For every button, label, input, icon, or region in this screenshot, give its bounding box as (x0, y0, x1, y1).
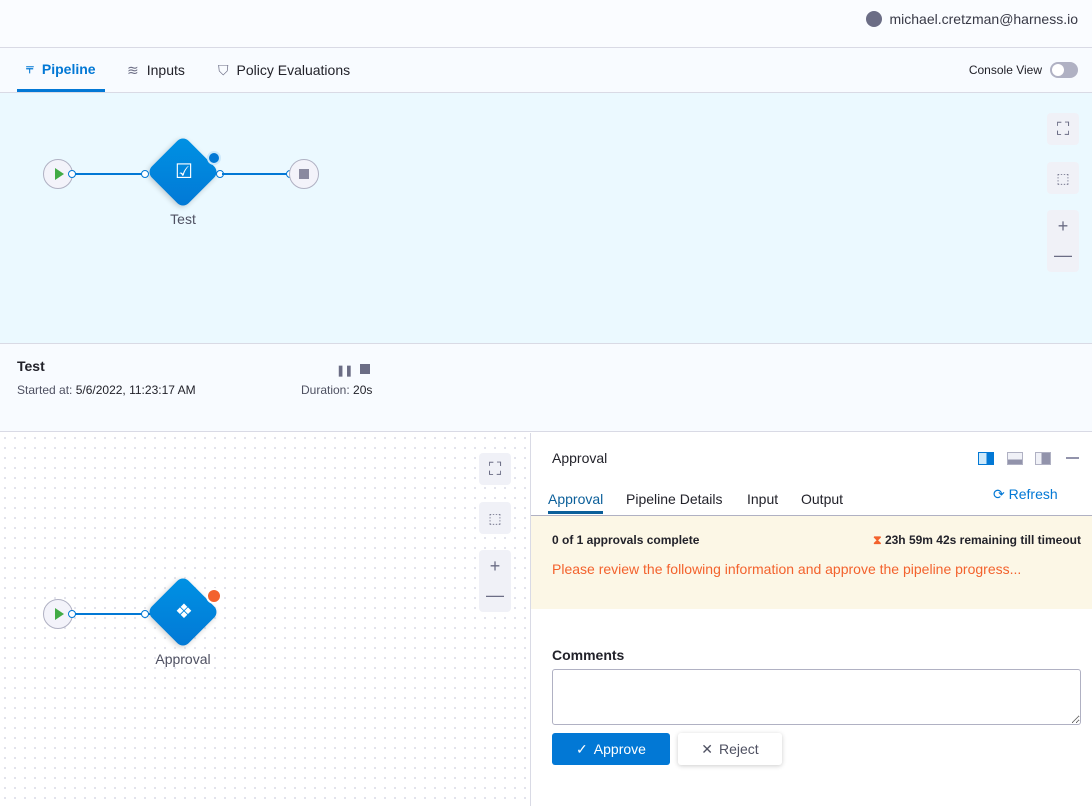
tab-inputs[interactable]: ≋ Inputs (127, 48, 185, 92)
stage-name: Test (17, 358, 45, 374)
edge (72, 613, 150, 615)
port (68, 170, 76, 178)
end-node (289, 159, 319, 189)
hourglass-icon: ⧗ (873, 533, 882, 547)
zoom-controls: + — (1047, 210, 1079, 272)
toggle-switch[interactable] (1050, 62, 1078, 78)
started-value: 5/6/2022, 11:23:17 AM (75, 383, 196, 397)
port (141, 610, 149, 618)
refresh-button[interactable]: ⟳ Refresh (993, 486, 1058, 503)
stop-icon (299, 169, 309, 179)
timeout: ⧗ 23h 59m 42s remaining till timeout (873, 533, 1081, 548)
zoom-controls: + — (479, 550, 511, 612)
zoom-out-icon[interactable]: — (1054, 245, 1072, 265)
step-details-panel: Approval Approval Pipeline Details Input… (530, 433, 1092, 806)
panel-tab-input[interactable]: Input (747, 491, 779, 507)
play-icon (55, 608, 64, 620)
step-label: Approval (155, 651, 211, 667)
refresh-icon: ⟳ (993, 486, 1005, 502)
port (68, 610, 76, 618)
dock-bottom-icon[interactable] (1007, 452, 1023, 465)
duration-value: 20s (353, 383, 373, 397)
step-graph-canvas[interactable]: ❖ Approval ⛶ ⬚ + — (0, 433, 530, 806)
approve-button[interactable]: ✓ Approve (552, 733, 670, 765)
running-status-icon (207, 151, 221, 165)
inputs-icon: ≋ (127, 61, 139, 78)
pipeline-icon: ⫧ (26, 60, 34, 76)
zoom-in-icon[interactable]: + (489, 556, 501, 576)
stage-label: Test (170, 211, 196, 227)
select-area-icon[interactable]: ⬚ (479, 502, 511, 534)
approvals-status: 0 of 1 approvals complete (552, 533, 700, 547)
panel-tab-output[interactable]: Output (801, 491, 844, 507)
console-view-label: Console View (968, 63, 1042, 77)
port (141, 170, 149, 178)
start-node (43, 599, 73, 629)
comments-label: Comments (552, 647, 625, 663)
zoom-in-icon[interactable]: + (1057, 216, 1069, 236)
fit-screen-icon[interactable]: ⛶ (479, 453, 511, 485)
stop-icon[interactable] (360, 364, 370, 374)
select-area-icon[interactable]: ⬚ (1047, 162, 1079, 194)
user-email: michael.cretzman@harness.io (889, 11, 1078, 27)
float-icon[interactable] (1035, 452, 1051, 465)
approve-label: Approve (593, 741, 646, 757)
refresh-label: Refresh (1008, 486, 1058, 502)
user-menu[interactable]: michael.cretzman@harness.io (866, 11, 1078, 27)
panel-title: Approval (552, 450, 608, 466)
approval-icon: ❖ (175, 601, 193, 623)
execution-tabs: ⫧ Pipeline ≋ Inputs ⛉ Policy Evaluations Co… (0, 48, 1092, 93)
tab-label: Inputs (146, 62, 185, 78)
started-at: Started at: 5/6/2022, 11:23:17 AM (17, 383, 196, 397)
tab-policy-evaluations[interactable]: ⛉ Policy Evaluations (218, 48, 350, 92)
user-avatar-icon (866, 11, 883, 27)
zoom-out-icon[interactable]: — (486, 585, 504, 605)
pause-icon[interactable]: ❚❚ (336, 365, 353, 377)
play-icon (55, 168, 64, 180)
check-icon: ✓ (576, 740, 588, 757)
top-bar: michael.cretzman@harness.io (0, 0, 1092, 48)
pipeline-graph-canvas[interactable]: ☑ Test ⛶ ⬚ + — (0, 93, 1092, 344)
shield-check-icon: ⛉ (218, 61, 229, 78)
edge (72, 173, 147, 175)
approval-message: Please review the following information … (552, 561, 1022, 577)
duration: Duration: 20s (301, 383, 372, 397)
panel-tab-approval[interactable]: Approval (548, 491, 604, 514)
timeout-text: 23h 59m 42s remaining till timeout (884, 533, 1081, 547)
tab-label: Pipeline (41, 60, 96, 77)
started-label: Started at: (17, 383, 73, 397)
tab-label: Policy Evaluations (236, 62, 351, 78)
dock-right-icon[interactable] (978, 452, 994, 465)
minimize-icon[interactable] (1066, 457, 1079, 459)
approval-check-icon: ☑ (175, 161, 193, 183)
fit-screen-icon[interactable]: ⛶ (1047, 113, 1079, 145)
waiting-status-icon (206, 588, 222, 604)
duration-label: Duration: (301, 383, 350, 397)
panel-tab-pipeline-details[interactable]: Pipeline Details (626, 491, 723, 507)
comments-input[interactable] (552, 669, 1081, 725)
approval-banner: 0 of 1 approvals complete ⧗ 23h 59m 42s … (531, 515, 1092, 609)
console-view-toggle[interactable]: Console View (969, 62, 1078, 78)
reject-button[interactable]: ✕ Reject (678, 733, 782, 765)
stage-info: Test Started at: 5/6/2022, 11:23:17 AM D… (0, 344, 1092, 432)
edge (222, 173, 290, 175)
reject-label: Reject (719, 741, 759, 757)
close-icon: ✕ (701, 740, 714, 757)
tab-pipeline[interactable]: ⫧ Pipeline (17, 48, 105, 92)
